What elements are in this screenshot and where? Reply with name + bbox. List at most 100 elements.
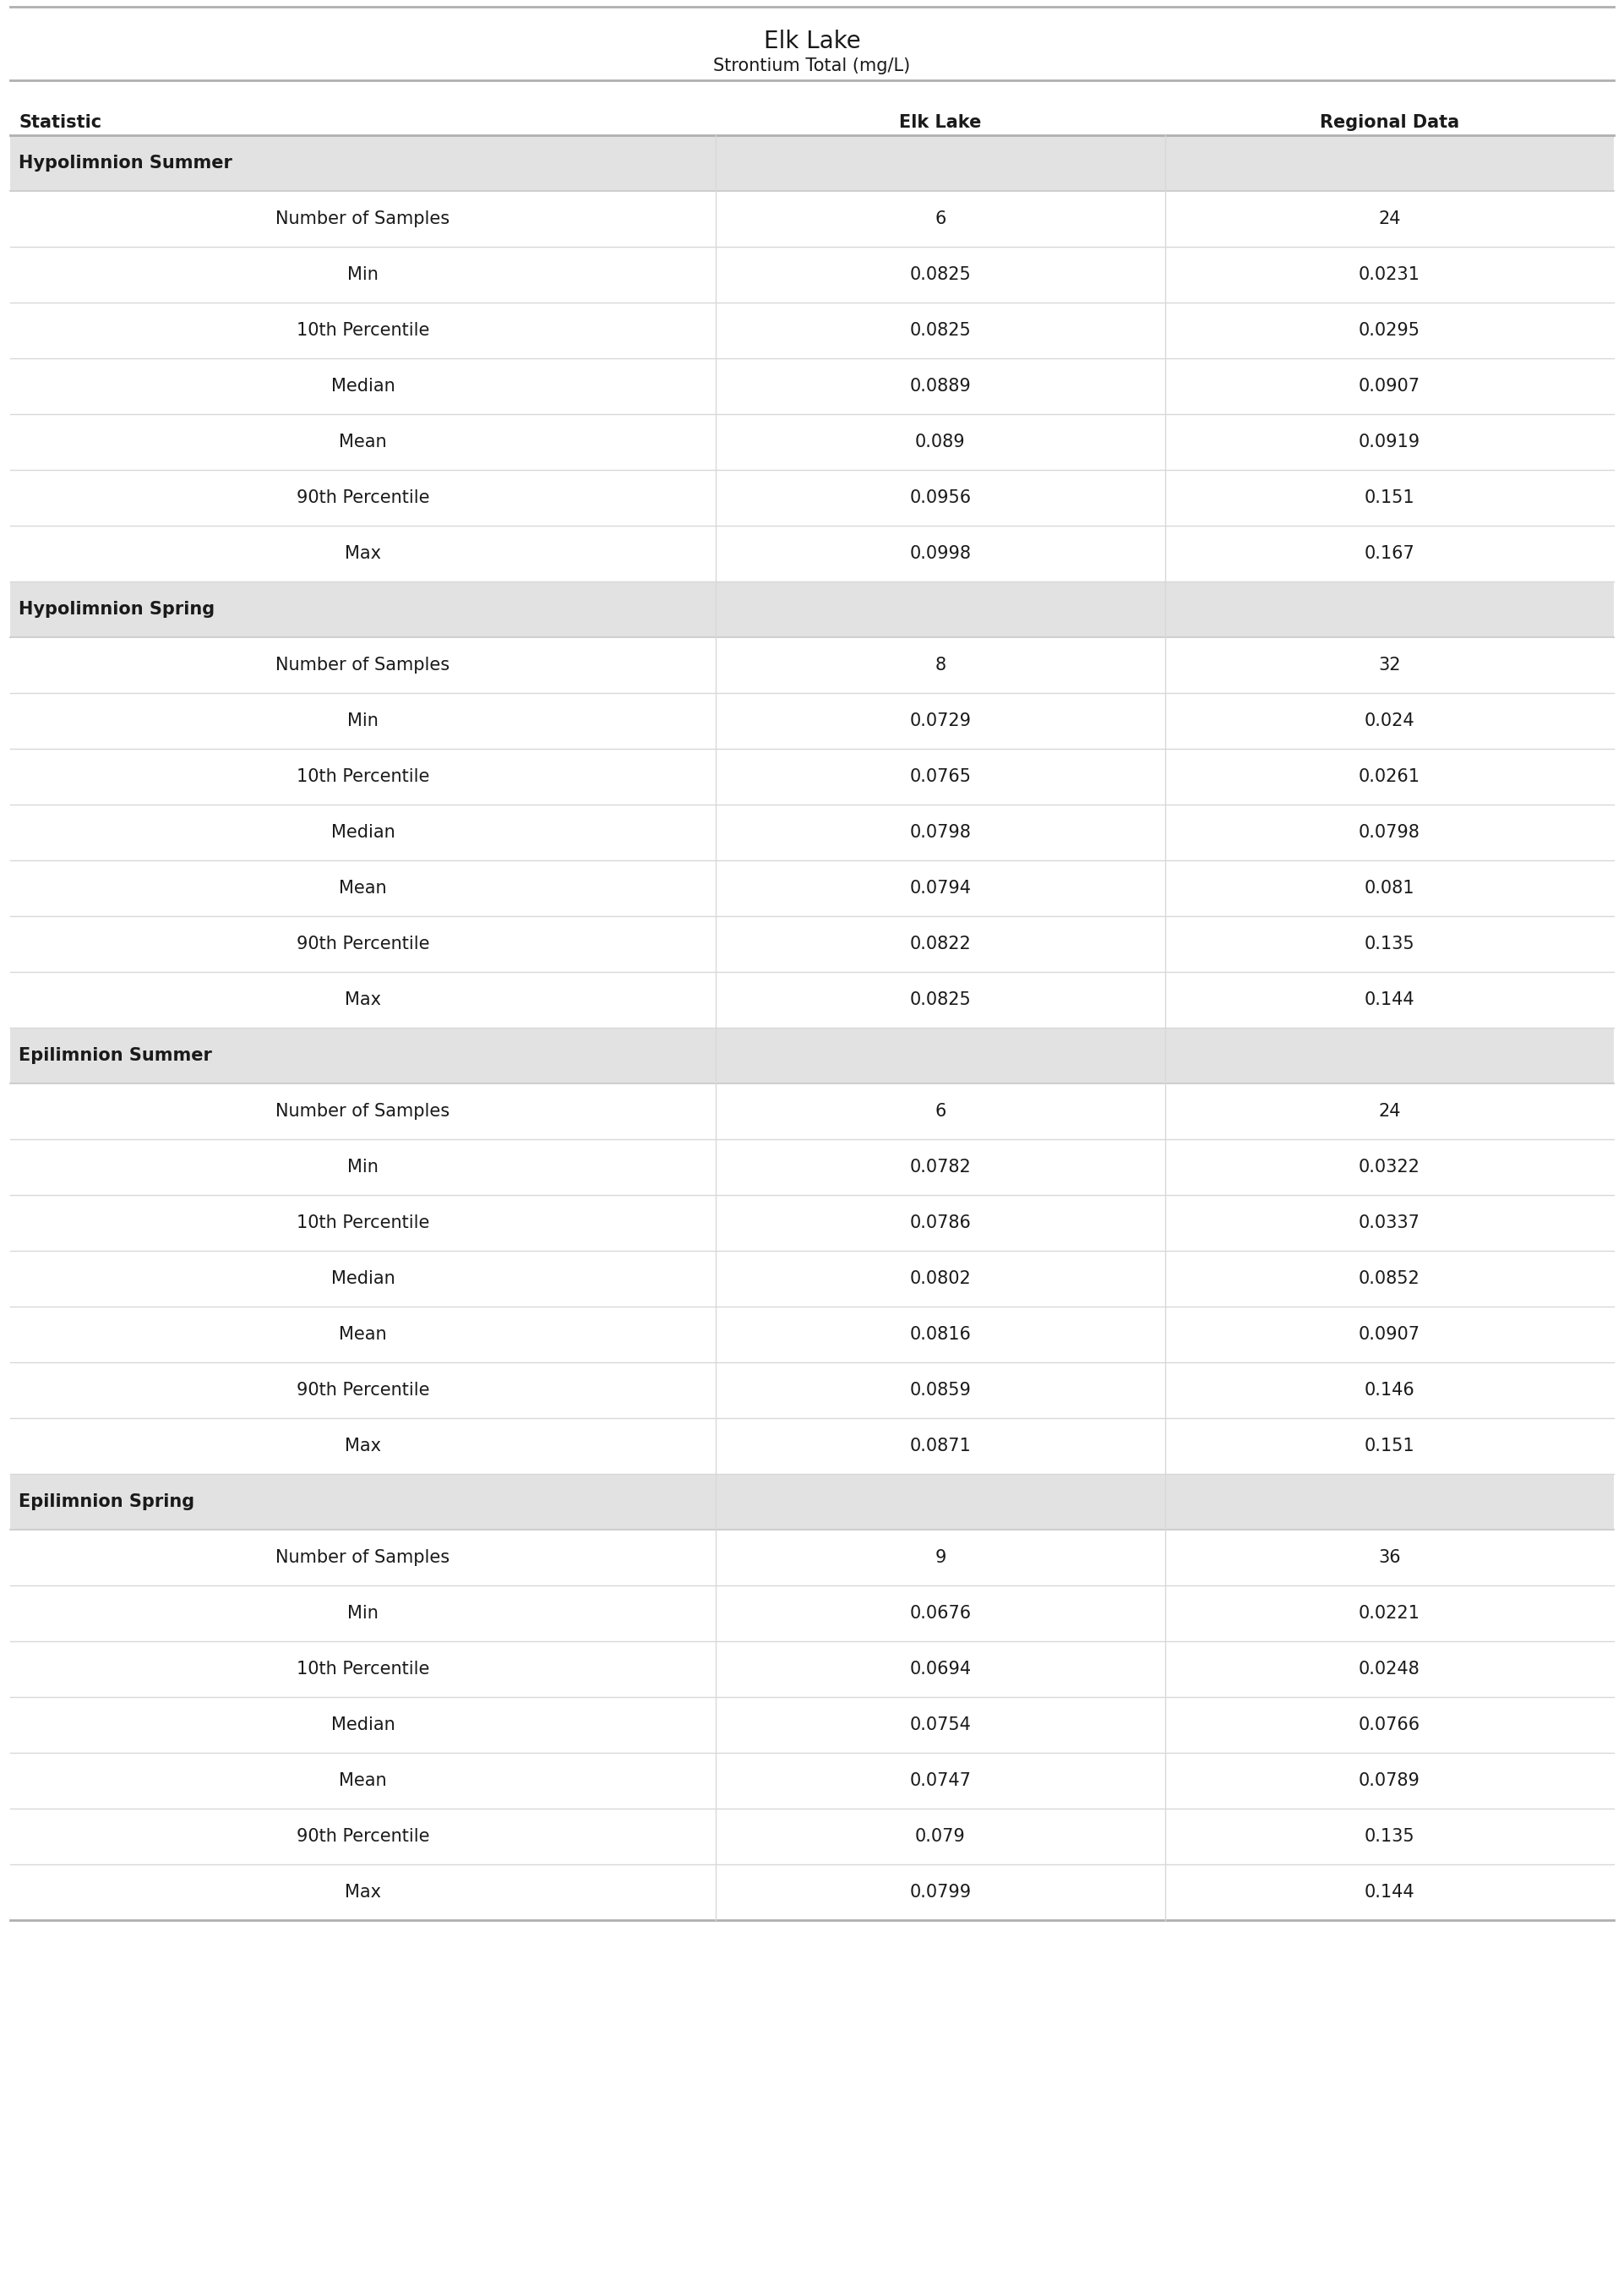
- Text: Median: Median: [331, 1716, 395, 1734]
- Text: Max: Max: [344, 992, 382, 1008]
- Text: 0.0786: 0.0786: [909, 1214, 971, 1230]
- Text: 10th Percentile: 10th Percentile: [297, 1214, 429, 1230]
- Bar: [10, 1194, 1614, 1251]
- Text: 0.0295: 0.0295: [1359, 322, 1419, 338]
- Text: 0.144: 0.144: [1364, 1884, 1415, 1900]
- Text: 0.0907: 0.0907: [1359, 377, 1419, 395]
- Text: 0.0798: 0.0798: [909, 824, 971, 840]
- Text: 24: 24: [1379, 1103, 1400, 1119]
- Text: Number of Samples: Number of Samples: [276, 1103, 450, 1119]
- Text: 0.0221: 0.0221: [1359, 1605, 1419, 1621]
- Text: Mean: Mean: [339, 1773, 387, 1789]
- Text: 0.0676: 0.0676: [909, 1605, 971, 1621]
- Bar: [10, 1308, 1614, 1362]
- Text: 0.0789: 0.0789: [1359, 1773, 1419, 1789]
- Text: Min: Min: [348, 713, 378, 729]
- Text: Number of Samples: Number of Samples: [276, 656, 450, 674]
- Bar: [10, 917, 1614, 972]
- Text: Hypolimnion Summer: Hypolimnion Summer: [18, 154, 232, 173]
- Bar: [10, 1698, 1614, 1752]
- Text: Min: Min: [348, 1605, 378, 1621]
- Text: 0.0729: 0.0729: [909, 713, 971, 729]
- Text: 0.0852: 0.0852: [1359, 1271, 1419, 1287]
- Bar: [10, 1083, 1614, 1140]
- Text: 0.0747: 0.0747: [909, 1773, 971, 1789]
- Bar: [10, 470, 1614, 527]
- Text: 0.0799: 0.0799: [909, 1884, 971, 1900]
- Text: 0.0919: 0.0919: [1358, 434, 1421, 449]
- Text: Elk Lake: Elk Lake: [763, 30, 861, 52]
- Text: 0.0871: 0.0871: [909, 1437, 971, 1455]
- Text: 0.024: 0.024: [1364, 713, 1415, 729]
- Bar: [10, 1530, 1614, 1584]
- Text: 0.144: 0.144: [1364, 992, 1415, 1008]
- Text: Number of Samples: Number of Samples: [276, 1548, 450, 1566]
- Text: 0.0825: 0.0825: [909, 266, 971, 284]
- Bar: [10, 1752, 1614, 1809]
- Bar: [10, 191, 1614, 247]
- Bar: [10, 581, 1614, 638]
- Bar: [10, 1251, 1614, 1308]
- Text: Mean: Mean: [339, 434, 387, 449]
- Text: 0.146: 0.146: [1364, 1382, 1415, 1398]
- Text: 36: 36: [1379, 1548, 1400, 1566]
- Text: 0.0956: 0.0956: [909, 490, 971, 506]
- Text: Statistic: Statistic: [18, 114, 101, 132]
- Bar: [10, 413, 1614, 470]
- Text: 0.0782: 0.0782: [909, 1158, 971, 1176]
- Text: 0.0798: 0.0798: [1359, 824, 1419, 840]
- Text: Min: Min: [348, 266, 378, 284]
- Bar: [10, 1641, 1614, 1698]
- Text: 24: 24: [1379, 211, 1400, 227]
- Text: Number of Samples: Number of Samples: [276, 211, 450, 227]
- Text: Epilimnion Spring: Epilimnion Spring: [18, 1494, 195, 1510]
- Text: 0.0766: 0.0766: [1358, 1716, 1421, 1734]
- Text: 0.0765: 0.0765: [909, 767, 971, 785]
- Bar: [10, 1140, 1614, 1194]
- Text: 0.0694: 0.0694: [909, 1662, 971, 1678]
- Text: 0.081: 0.081: [1364, 881, 1415, 897]
- Text: 0.0825: 0.0825: [909, 992, 971, 1008]
- Text: 90th Percentile: 90th Percentile: [297, 1827, 429, 1846]
- Text: Regional Data: Regional Data: [1320, 114, 1458, 132]
- Bar: [10, 860, 1614, 917]
- Bar: [10, 1864, 1614, 1920]
- Bar: [10, 638, 1614, 692]
- Bar: [10, 109, 1614, 136]
- Text: Elk Lake: Elk Lake: [900, 114, 981, 132]
- Text: 6: 6: [935, 211, 945, 227]
- Text: 0.0754: 0.0754: [909, 1716, 971, 1734]
- Text: 0.0802: 0.0802: [909, 1271, 971, 1287]
- Text: 0.0337: 0.0337: [1359, 1214, 1419, 1230]
- Text: 0.0822: 0.0822: [909, 935, 971, 953]
- Text: 0.0825: 0.0825: [909, 322, 971, 338]
- Bar: [10, 692, 1614, 749]
- Text: Median: Median: [331, 1271, 395, 1287]
- Bar: [10, 527, 1614, 581]
- Bar: [10, 302, 1614, 359]
- Text: 0.167: 0.167: [1364, 545, 1415, 563]
- Text: 0.079: 0.079: [914, 1827, 966, 1846]
- Text: 0.0322: 0.0322: [1359, 1158, 1419, 1176]
- Text: 90th Percentile: 90th Percentile: [297, 935, 429, 953]
- Text: 8: 8: [935, 656, 945, 674]
- Bar: [10, 247, 1614, 302]
- Bar: [10, 1362, 1614, 1419]
- Text: 90th Percentile: 90th Percentile: [297, 1382, 429, 1398]
- Bar: [10, 804, 1614, 860]
- Text: 10th Percentile: 10th Percentile: [297, 322, 429, 338]
- Text: 0.0816: 0.0816: [909, 1326, 971, 1344]
- Text: 0.0859: 0.0859: [909, 1382, 971, 1398]
- Text: Mean: Mean: [339, 881, 387, 897]
- Text: 0.0794: 0.0794: [909, 881, 971, 897]
- Bar: [10, 1028, 1614, 1083]
- Text: Strontium Total (mg/L): Strontium Total (mg/L): [713, 57, 911, 75]
- Text: 0.0907: 0.0907: [1359, 1326, 1419, 1344]
- Text: 0.0248: 0.0248: [1359, 1662, 1419, 1678]
- Bar: [10, 1584, 1614, 1641]
- Text: Median: Median: [331, 824, 395, 840]
- Text: 0.135: 0.135: [1364, 1827, 1415, 1846]
- Bar: [10, 359, 1614, 413]
- Text: 0.135: 0.135: [1364, 935, 1415, 953]
- Text: 0.0998: 0.0998: [909, 545, 971, 563]
